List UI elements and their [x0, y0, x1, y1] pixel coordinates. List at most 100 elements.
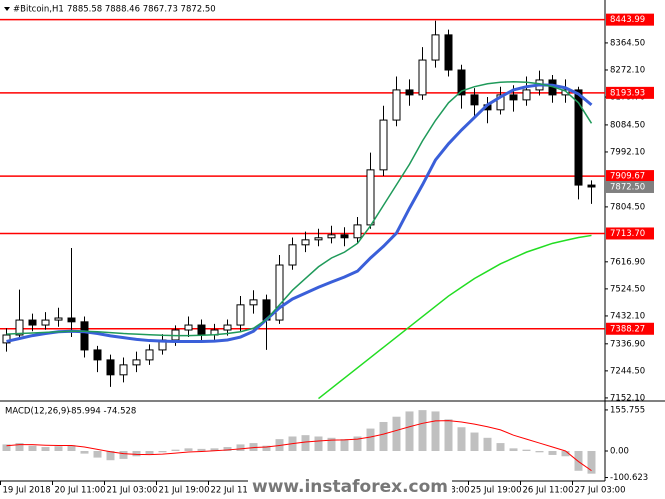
macd-bar: [340, 439, 349, 451]
candle-body: [379, 119, 388, 171]
candle-body: [275, 264, 284, 321]
y-tick-label: 0.00: [610, 446, 629, 456]
candle-body: [405, 89, 414, 96]
macd-bar: [444, 419, 453, 451]
macd-bar: [236, 444, 245, 451]
macd-bar: [119, 450, 128, 459]
y-tick-label: 7336.90: [610, 339, 645, 349]
macd-bar: [470, 432, 479, 451]
candle-body: [470, 94, 479, 106]
macd-bar: [184, 448, 193, 451]
candle-body: [184, 324, 193, 331]
y-tick-label: 7804.50: [610, 202, 645, 212]
candle-body: [418, 59, 427, 96]
candle-body: [249, 299, 258, 306]
candle-body: [119, 364, 128, 376]
candle-body: [301, 239, 310, 246]
candle-body: [197, 324, 206, 336]
level-label-box: [606, 13, 654, 26]
y-tick-label: 155.755: [610, 405, 645, 415]
candle-body: [41, 319, 50, 326]
symbol-title: #Bitcoin,H1: [13, 5, 64, 15]
macd-bar: [2, 444, 11, 451]
macd-bar: [93, 450, 102, 458]
macd-bar: [535, 450, 544, 453]
candle-body: [353, 224, 362, 239]
macd-bar: [561, 450, 570, 457]
macd-bar: [171, 449, 180, 451]
candle-body: [67, 317, 76, 323]
macd-bar: [106, 450, 115, 461]
candle-body: [366, 169, 375, 226]
y-tick-label: 8364.50: [610, 38, 645, 48]
current-price-box: [606, 180, 654, 193]
candle-body: [54, 317, 63, 321]
macd-bar: [418, 410, 427, 451]
x-tick-label: 21 Jul 19:00: [159, 486, 210, 496]
macd-bar: [431, 411, 440, 451]
candle-body: [236, 304, 245, 326]
macd-bar: [80, 450, 89, 454]
candle-body: [574, 89, 583, 186]
x-tick-label: 22 Jul 11:00: [211, 486, 262, 496]
macd-bar: [249, 443, 258, 451]
macd-bar: [392, 416, 401, 451]
moving-average: [318, 234, 592, 400]
candle-body: [496, 94, 505, 111]
macd-bar: [509, 448, 518, 451]
macd-bar: [67, 445, 76, 451]
candle-body: [145, 349, 154, 361]
candle-body: [223, 324, 232, 331]
menu-arrow: [4, 7, 10, 11]
candle-body: [93, 349, 102, 361]
candle-body: [28, 319, 37, 326]
y-tick-label: 7616.90: [610, 257, 645, 267]
candle-body: [431, 34, 440, 61]
ohlc-readout: 7885.58 7888.46 7867.73 7872.50: [67, 5, 216, 15]
macd-bar: [379, 421, 388, 451]
candle-body: [80, 321, 89, 351]
macd-bar: [366, 428, 375, 451]
macd-bar: [522, 449, 531, 451]
moving-average: [6, 83, 593, 343]
macd-bar: [574, 450, 583, 471]
macd-bar: [158, 450, 167, 453]
candle-body: [340, 234, 349, 239]
y-tick-label: 7244.50: [610, 366, 645, 376]
moving-average: [6, 80, 593, 337]
macd-bar: [197, 448, 206, 451]
y-tick-label: 7992.10: [610, 147, 645, 157]
candle-body: [444, 34, 453, 71]
y-tick-label: -100.623: [610, 473, 648, 483]
candle-body: [288, 244, 297, 266]
watermark-bg: [247, 477, 453, 497]
candle-body: [327, 234, 336, 239]
y-tick-label: 7524.50: [610, 284, 645, 294]
macd-bar: [496, 443, 505, 451]
level-label-box: [606, 322, 654, 335]
macd-bar: [483, 437, 492, 451]
x-tick-label: 20 Jul 11:00: [55, 486, 106, 496]
candle-body: [457, 69, 466, 96]
current-price-label: 7872.50: [610, 182, 645, 192]
candle-body: [106, 359, 115, 376]
watermark: www.instaforex.com: [252, 477, 448, 497]
x-tick-label: 26 Jul 11:00: [523, 486, 574, 496]
macd-bar: [405, 411, 414, 451]
y-tick-label: 8084.50: [610, 120, 645, 130]
y-tick-label: 7152.10: [610, 393, 645, 403]
x-tick-label: 27 Jul 03:00: [575, 486, 626, 496]
macd-bar: [132, 450, 141, 457]
macd-bar: [15, 443, 24, 451]
y-tick-label: 8272.10: [610, 65, 645, 75]
candle-body: [587, 184, 596, 188]
level-label: 7388.27: [610, 324, 645, 334]
macd-bar: [262, 445, 271, 451]
level-label: 7909.67: [610, 172, 645, 182]
level-label: 8443.99: [610, 15, 645, 25]
signal-line: [6, 420, 592, 472]
level-label: 7713.70: [610, 229, 645, 239]
